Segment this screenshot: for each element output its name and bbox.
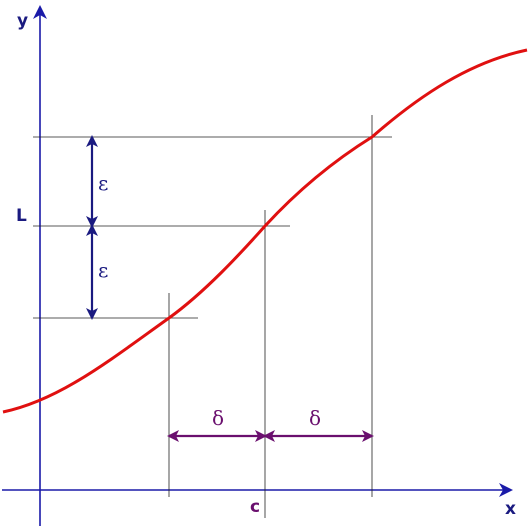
- delta-right-label: δ: [309, 406, 321, 430]
- c-label: c: [250, 497, 260, 517]
- delta-left-label: δ: [212, 406, 224, 430]
- epsilon-lower-label: ε: [98, 258, 108, 282]
- l-label: L: [16, 206, 27, 226]
- x-axis-label: x: [505, 499, 516, 519]
- y-axis-label: y: [17, 11, 28, 31]
- function-curve: [2, 48, 528, 414]
- epsilon-upper-label: ε: [98, 171, 108, 195]
